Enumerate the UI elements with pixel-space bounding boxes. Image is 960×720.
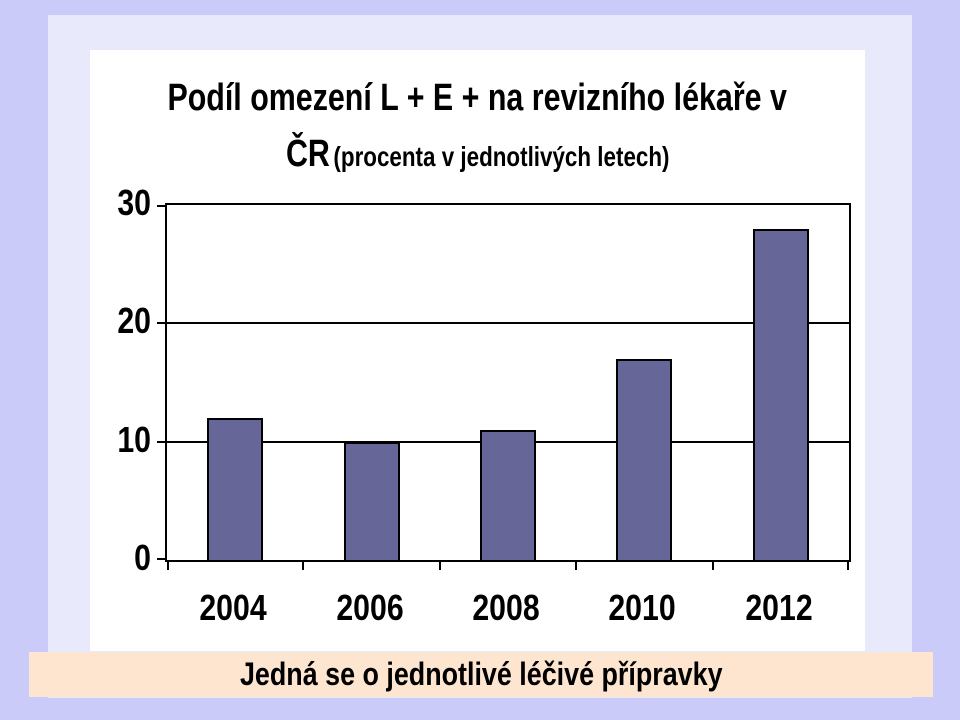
chart-title-line2: ČR (procenta v jednotlivých letech) [90, 130, 865, 186]
x-tick-0 [167, 562, 169, 570]
x-tick-5 [847, 562, 849, 570]
x-tick-2 [438, 562, 441, 570]
y-label-20: 20 [117, 300, 151, 342]
x-label-2004: 2004 [199, 587, 267, 628]
gridline-20 [167, 322, 849, 325]
x-tick-4 [711, 562, 714, 570]
y-label-30: 30 [117, 182, 151, 223]
y-tick-0 [157, 558, 165, 560]
caption-text: Jedná se o jednotlivé léčivé přípravky [239, 656, 723, 692]
chart-title: Podíl omezení L + E + na revizního lékař… [90, 74, 865, 186]
plot-area [157, 203, 851, 570]
x-tick-3 [575, 562, 578, 570]
bar-2006 [343, 441, 400, 560]
chart-title-cr: ČR [285, 133, 330, 175]
bar-2004 [207, 418, 264, 560]
y-tick-10 [157, 440, 165, 443]
x-tick-1 [302, 562, 305, 570]
bar-2012 [752, 228, 809, 560]
bar-2008 [480, 429, 536, 560]
slide-frame: Podíl omezení L + E + na revizního lékař… [48, 15, 912, 698]
chart-title-subtitle: (procenta v jednotlivých letech) [333, 141, 670, 172]
chart-title-line1: Podíl omezení L + E + na revizního lékař… [167, 77, 788, 119]
y-tick-30 [157, 205, 165, 207]
y-label-0: 0 [134, 537, 151, 578]
y-tick-20 [157, 322, 165, 325]
y-label-10: 10 [117, 418, 151, 460]
bar-2010 [616, 358, 673, 560]
x-label-2006: 2006 [335, 587, 404, 628]
chart-canvas: Podíl omezení L + E + na revizního lékař… [90, 50, 865, 651]
caption-bar: Jedná se o jednotlivé léčivé přípravky [29, 652, 933, 697]
x-label-2010: 2010 [608, 587, 677, 628]
x-label-2008: 2008 [472, 587, 540, 628]
x-label-2012: 2012 [745, 587, 813, 628]
